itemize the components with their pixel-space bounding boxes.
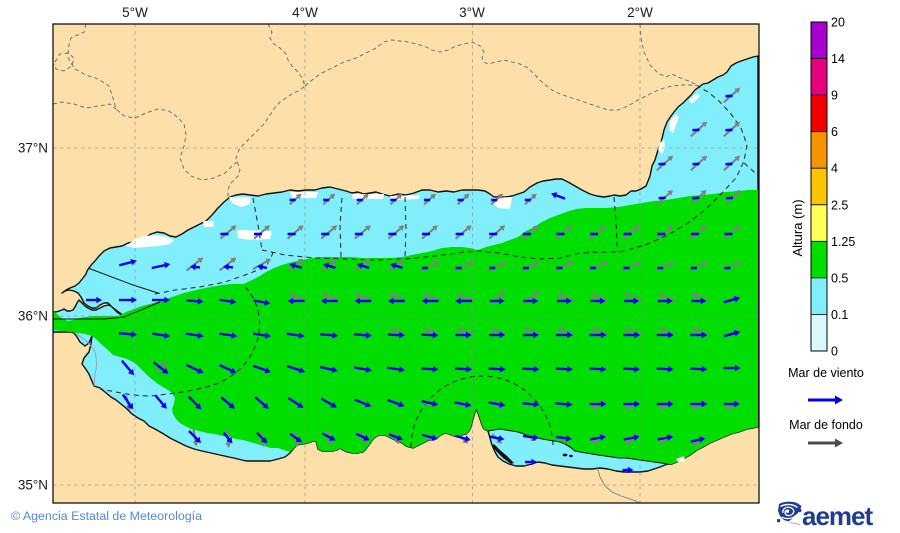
svg-text:4°W: 4°W [292,5,318,20]
svg-text:0.1: 0.1 [831,308,848,322]
svg-text:4: 4 [831,162,838,176]
svg-text:1.25: 1.25 [831,235,855,249]
svg-text:2.5: 2.5 [831,198,848,212]
svg-text:3°W: 3°W [459,5,485,20]
svg-text:35°N: 35°N [18,478,48,493]
svg-text:Mar de fondo: Mar de fondo [789,418,863,432]
svg-text:37°N: 37°N [18,141,48,156]
svg-text:9: 9 [831,89,838,103]
svg-text:aemet: aemet [802,501,873,531]
svg-text:0: 0 [831,345,838,359]
svg-text:© Agencia Estatal de Meteorolo: © Agencia Estatal de Meteorología [11,509,202,523]
svg-text:0.5: 0.5 [831,271,848,285]
svg-text:Mar de viento: Mar de viento [788,366,864,380]
svg-text:14: 14 [831,52,845,66]
svg-text:Altura (m): Altura (m) [790,199,805,256]
svg-text:2°W: 2°W [627,5,653,20]
svg-text:20: 20 [831,16,845,30]
svg-text:5°W: 5°W [122,5,148,20]
svg-text:36°N: 36°N [18,309,48,324]
svg-text:6: 6 [831,125,838,139]
